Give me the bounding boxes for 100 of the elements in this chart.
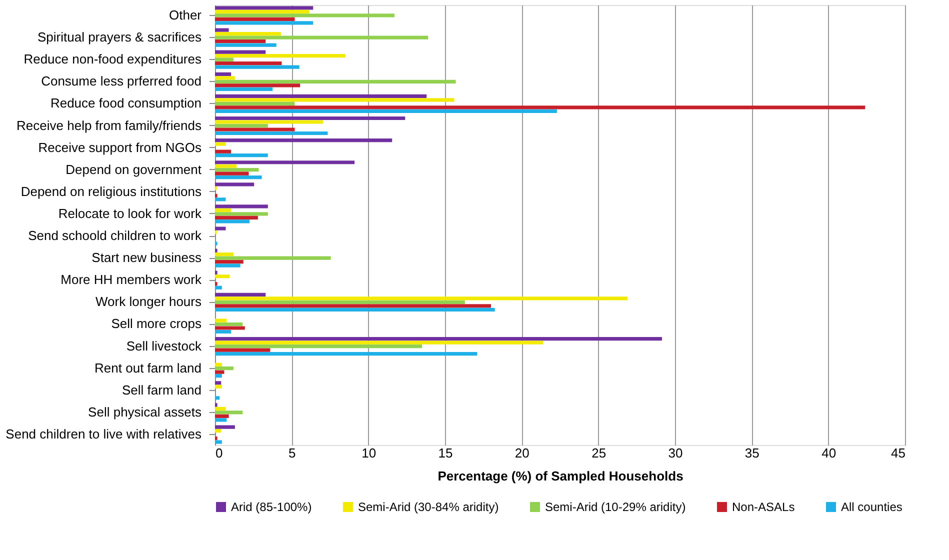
bar [215, 176, 262, 180]
bar [215, 226, 226, 230]
bar [215, 274, 230, 278]
y-tick-label: Sell physical assets [88, 404, 202, 420]
bar [215, 344, 422, 348]
bar [215, 208, 232, 212]
bar [215, 348, 270, 352]
y-tick-label: Spiritual prayers & sacrifices [38, 30, 202, 45]
bar [215, 414, 229, 418]
bar [215, 418, 226, 422]
bar [215, 87, 272, 91]
y-tick-label: Depend on religious institutions [20, 184, 202, 199]
bar [215, 352, 478, 356]
bar [215, 36, 428, 40]
bar [215, 50, 266, 54]
bar [215, 65, 300, 69]
bar [215, 124, 268, 128]
legend-label: Non-ASALs [732, 500, 795, 514]
y-tick-label: Receive support from NGOs [38, 140, 202, 155]
bar [215, 300, 465, 304]
x-tick-label: 30 [668, 446, 683, 460]
bar [215, 138, 392, 142]
bar [215, 216, 258, 220]
bar [215, 21, 314, 25]
bar [215, 17, 295, 22]
bar [215, 72, 232, 76]
bar [215, 384, 222, 388]
bar [215, 32, 281, 36]
x-tick-label: 15 [438, 446, 453, 460]
bar [215, 172, 249, 176]
bar [215, 340, 544, 344]
bar [215, 142, 226, 146]
bar [215, 396, 220, 400]
bar [215, 128, 295, 132]
bar [215, 220, 250, 224]
bar [215, 406, 226, 411]
y-tick-label: Depend on government [66, 162, 202, 177]
bar [215, 252, 234, 256]
legend-label: Semi-Arid (30-84% aridity) [358, 500, 499, 514]
bar [215, 308, 495, 312]
bar [215, 120, 324, 124]
y-tick-label: Other [168, 7, 202, 22]
bar [215, 330, 232, 334]
bar [215, 98, 454, 102]
y-tick-label: Work longer hours [96, 294, 202, 310]
bar [215, 58, 234, 62]
x-tick-label: 45 [891, 446, 906, 460]
bar [215, 212, 268, 216]
x-tick-label: 25 [592, 446, 606, 460]
bar [215, 164, 236, 168]
bar [215, 84, 300, 88]
bar [215, 260, 244, 264]
x-tick-label: 0 [216, 446, 223, 460]
y-tick-label: Rent out farm land [94, 360, 202, 376]
bar [215, 428, 222, 433]
bar [215, 150, 232, 154]
y-tick-label: Receive help from family/friends [16, 118, 202, 133]
bar [215, 381, 222, 385]
bar [215, 109, 557, 113]
bar [215, 326, 245, 330]
y-tick-label: Reduce food consumption [50, 96, 202, 111]
bar [215, 198, 226, 202]
bar [215, 182, 254, 186]
x-tick-label: 10 [362, 446, 376, 460]
legend-label: Arid (85-100%) [231, 500, 312, 514]
y-tick-label: Consume less prferred food [41, 74, 202, 89]
bar [215, 286, 222, 290]
bar [215, 6, 314, 10]
bar [215, 160, 355, 164]
bar [215, 366, 234, 370]
bar [215, 76, 235, 80]
bar [215, 54, 346, 58]
bar [215, 362, 222, 366]
bar [215, 296, 628, 300]
bar [215, 204, 268, 208]
bar [215, 322, 243, 326]
bar [215, 131, 328, 136]
bar [215, 168, 259, 172]
legend-label: All counties [841, 500, 902, 514]
bar [215, 337, 662, 341]
x-tick-label: 40 [822, 446, 836, 460]
y-tick-label: Relocate to look for work [58, 206, 202, 221]
y-tick-label: Reduce non-food expenditures [24, 52, 202, 67]
x-tick-label: 35 [744, 446, 760, 460]
bar [215, 264, 240, 268]
bar [215, 154, 268, 158]
y-tick-label: Start new business [92, 250, 202, 266]
bar [215, 80, 456, 84]
y-tick-label: Send children to live with relatives [6, 426, 202, 442]
bar [215, 318, 226, 322]
bar [215, 14, 394, 18]
bar [215, 116, 406, 120]
bar [215, 304, 491, 308]
bar [215, 10, 310, 14]
bar [215, 43, 276, 47]
bar [215, 62, 282, 66]
x-axis-title: Percentage (%) of Sampled Households [438, 468, 684, 484]
bar [215, 39, 266, 44]
bar [215, 292, 266, 296]
bar [215, 256, 331, 260]
